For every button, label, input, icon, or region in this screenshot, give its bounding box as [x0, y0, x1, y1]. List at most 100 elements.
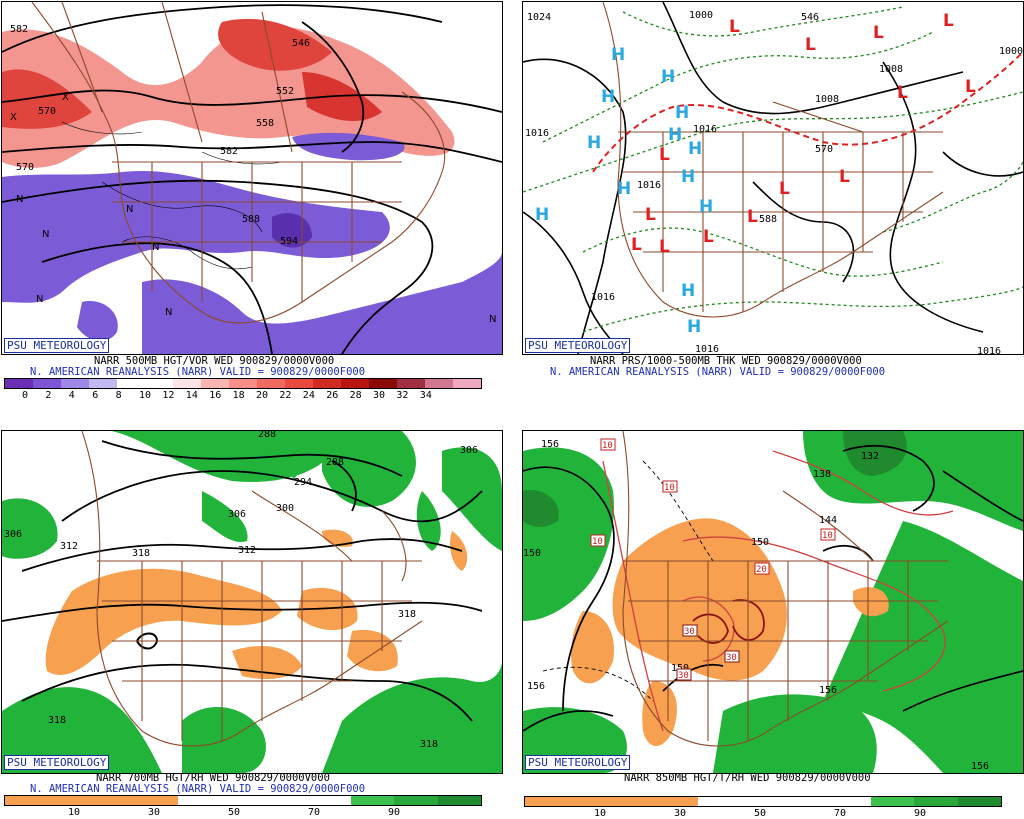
- vorticity-min-marker: N: [152, 242, 159, 253]
- low-pressure-marker: L: [897, 83, 908, 103]
- contour-label: 594: [280, 236, 298, 247]
- panel-caption-line1: NARR PRS/1000-500MB THK WED 900829/0000V…: [590, 355, 862, 367]
- contour-label: 150: [523, 548, 541, 559]
- colorbar-swatch: [89, 379, 117, 388]
- temp-label-box: 10: [662, 480, 678, 493]
- colorbar-swatch: [134, 796, 179, 805]
- positive-vorticity-core: [218, 18, 332, 71]
- political-boundaries: [602, 2, 944, 318]
- colorbar-tick-label: 28: [349, 390, 362, 401]
- contour-label: 132: [861, 451, 879, 462]
- colorbar-swatch: [827, 797, 872, 806]
- map-prs-thk-svg: H H H H H H H H H H H H H L L L L L L: [523, 2, 1023, 354]
- colorbar-swatch: [425, 379, 453, 388]
- colorbar-swatch: [369, 379, 397, 388]
- map-700mb-svg: 288 288 294 300 306 306 306 312 312 318 …: [2, 431, 502, 773]
- colorbar-swatch: [914, 797, 958, 806]
- contour-label: 156: [971, 761, 989, 772]
- contour-label: 312: [60, 541, 78, 552]
- temperature-contours: [602, 450, 954, 732]
- colorbar-swatch: [5, 796, 49, 805]
- temp-label: 30: [726, 653, 737, 663]
- rh-colorbar: [4, 795, 482, 806]
- high-pressure-marker: H: [681, 281, 695, 301]
- panel-caption-line2: N. AMERICAN REANALYSIS (NARR) VALID = 90…: [30, 783, 366, 795]
- high-pressure-marker: H: [681, 167, 695, 187]
- contour-label: 156: [541, 439, 559, 450]
- temp-label-box: 30: [682, 624, 698, 637]
- colorbar-swatch: [784, 797, 828, 806]
- colorbar-tick-label: 16: [209, 390, 222, 401]
- contour-label: 1000: [689, 10, 713, 21]
- low-pressure-marker: L: [659, 145, 670, 165]
- high-humidity-areas: [523, 431, 1023, 773]
- temp-label-box: 10: [590, 534, 606, 547]
- psu-meteorology-badge: PSU METEOROLOGY: [4, 338, 110, 353]
- colorbar-swatch: [48, 796, 92, 805]
- low-pressure-marker: L: [645, 205, 656, 225]
- colorbar-tick-label: 70: [308, 807, 321, 818]
- contour-label: 570: [815, 144, 833, 155]
- low-pressure-marker: L: [805, 35, 816, 55]
- colorbar-swatch: [437, 796, 481, 805]
- high-pressure-marker: H: [688, 139, 702, 159]
- colorbar-swatch: [173, 379, 201, 388]
- political-boundaries: [31, 2, 446, 324]
- colorbar-swatch: [285, 379, 313, 388]
- colorbar-tick-label: 22: [279, 390, 292, 401]
- colorbar-swatch: [178, 796, 222, 805]
- colorbar-swatch: [117, 379, 145, 388]
- high-pressure-marker: H: [675, 103, 689, 123]
- vorticity-min-marker: N: [489, 314, 496, 325]
- contour-label: 570: [16, 162, 34, 173]
- low-humidity-areas: [571, 518, 889, 746]
- colorbar-swatch: [221, 796, 265, 805]
- colorbar-swatch: [61, 379, 89, 388]
- map-500mb-svg: X X N N N N N N N 582 546 552 558 570 57…: [2, 2, 502, 354]
- high-pressure-marker: H: [687, 317, 701, 337]
- colorbar-swatch: [698, 797, 742, 806]
- colorbar-tick-label: 12: [162, 390, 175, 401]
- colorbar-tick-label: 90: [914, 808, 927, 819]
- vorticity-max-marker: X: [10, 112, 17, 123]
- contour-label: 144: [819, 515, 837, 526]
- colorbar-swatch: [229, 379, 257, 388]
- colorbar-swatch: [307, 796, 352, 805]
- panel-caption-line2: N. AMERICAN REANALYSIS (NARR) VALID = 90…: [30, 366, 366, 378]
- temp-label: 10: [602, 441, 613, 451]
- contour-label: 306: [460, 445, 478, 456]
- temp-label: 10: [664, 483, 675, 493]
- vorticity-contours: [61, 121, 283, 270]
- contour-label: 150: [751, 537, 769, 548]
- colorbar-tick-label: 10: [139, 390, 152, 401]
- colorbar-tick-label: 26: [326, 390, 339, 401]
- contour-label: 1024: [527, 12, 551, 23]
- temp-label: 10: [592, 537, 603, 547]
- panel-caption-line2: N. AMERICAN REANALYSIS (NARR) VALID = 90…: [550, 366, 886, 378]
- temp-label-box: 10: [820, 528, 836, 541]
- vorticity-min-marker: N: [165, 307, 172, 318]
- vorticity-min-marker: N: [16, 194, 23, 205]
- colorbar-tick-label: 20: [256, 390, 269, 401]
- high-pressure-marker: H: [601, 87, 615, 107]
- contour-label: 1016: [695, 344, 719, 354]
- temp-label: 30: [678, 671, 689, 681]
- colorbar-swatch: [351, 796, 395, 805]
- temp-label-box: 30: [724, 650, 740, 663]
- vorticity-max-marker: X: [62, 92, 69, 103]
- contour-label: 1016: [637, 180, 661, 191]
- colorbar-swatch: [611, 797, 655, 806]
- high-pressure-marker: H: [617, 179, 631, 199]
- panel-caption-line1: NARR 850MB HGT/T/RH WED 900829/0000V000: [624, 772, 871, 784]
- panel-caption-line1: NARR 500MB HGT/VOR WED 900829/0000V000: [94, 355, 335, 367]
- panel-prs-thickness: H H H H H H H H H H H H H L L L L L L: [520, 0, 1024, 410]
- contour-label: 1016: [977, 346, 1001, 354]
- colorbar-tick-label: 70: [834, 808, 847, 819]
- contour-label: 318: [132, 548, 150, 559]
- contour-label: 570: [38, 106, 56, 117]
- low-pressure-marker: L: [747, 207, 758, 227]
- negative-vorticity-area: [2, 171, 390, 303]
- panel-caption-line1: NARR 700MB HGT/RH WED 900829/0000V000: [96, 772, 330, 784]
- temp-label-box: 30: [676, 668, 692, 681]
- colorbar-tick-label: 10: [594, 808, 607, 819]
